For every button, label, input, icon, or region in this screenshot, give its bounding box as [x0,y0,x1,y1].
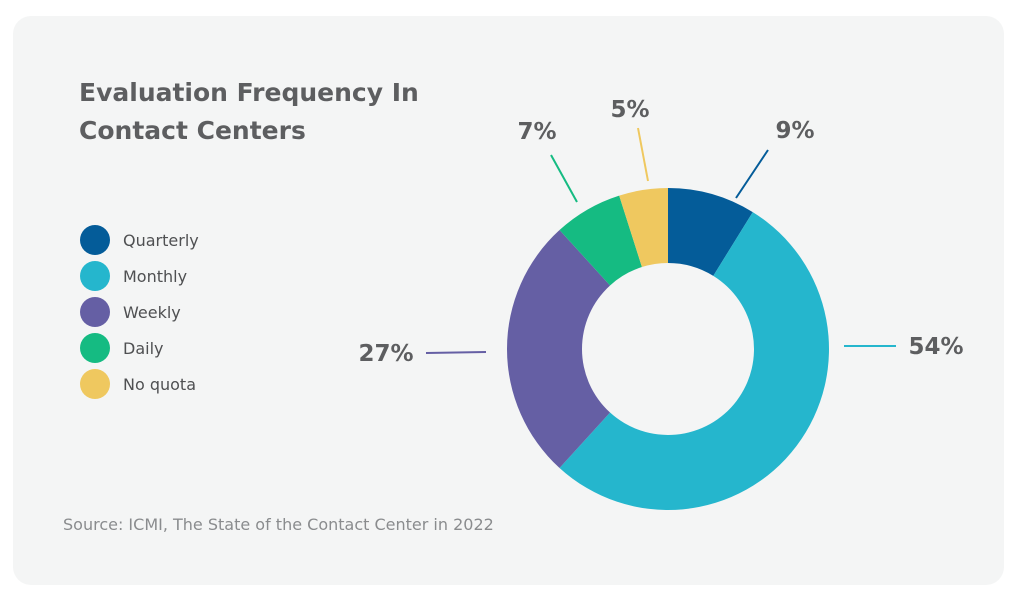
legend-swatch-weekly [80,297,110,327]
legend-label-no-quota: No quota [123,374,197,394]
donut-slice-quarterly [668,188,753,276]
legend-item-weekly: Weekly [80,294,199,330]
donut-slice-monthly [559,212,829,510]
legend-label-monthly: Monthly [123,266,188,286]
legend-swatch-quarterly [80,225,110,255]
legend-item-quarterly: Quarterly [80,222,199,258]
legend-label-quarterly: Quarterly [123,230,199,250]
donut-slice-daily [559,195,642,286]
legend-label-daily: Daily [123,338,164,358]
data-label-weekly: 27% [358,341,413,367]
legend-item-no-quota: No quota [80,366,199,402]
legend-item-monthly: Monthly [80,258,199,294]
legend-label-weekly: Weekly [123,302,181,322]
legend-swatch-daily [80,333,110,363]
source-note: Source: ICMI, The State of the Contact C… [63,515,494,534]
legend-swatch-monthly [80,261,110,291]
chart-title: Evaluation Frequency In Contact Centers [79,74,459,150]
data-label-no-quota: 5% [610,97,649,123]
data-label-quarterly: 9% [775,118,814,144]
data-label-monthly: 54% [908,334,963,360]
chart-title-line-2: Contact Centers [79,116,306,145]
chart-card [13,16,1004,585]
leader-line-quarterly [735,149,769,199]
leader-line-weekly [425,351,487,354]
legend-item-daily: Daily [80,330,199,366]
legend: Quarterly Monthly Weekly Daily No quota [80,222,199,402]
donut-slice-weekly [507,230,611,468]
leader-line-daily [550,154,578,203]
data-label-daily: 7% [517,119,556,145]
leader-line-no-quota [637,127,649,182]
legend-swatch-no-quota [80,369,110,399]
chart-title-line-1: Evaluation Frequency In [79,78,419,107]
donut-slice-no-quota [619,188,668,268]
